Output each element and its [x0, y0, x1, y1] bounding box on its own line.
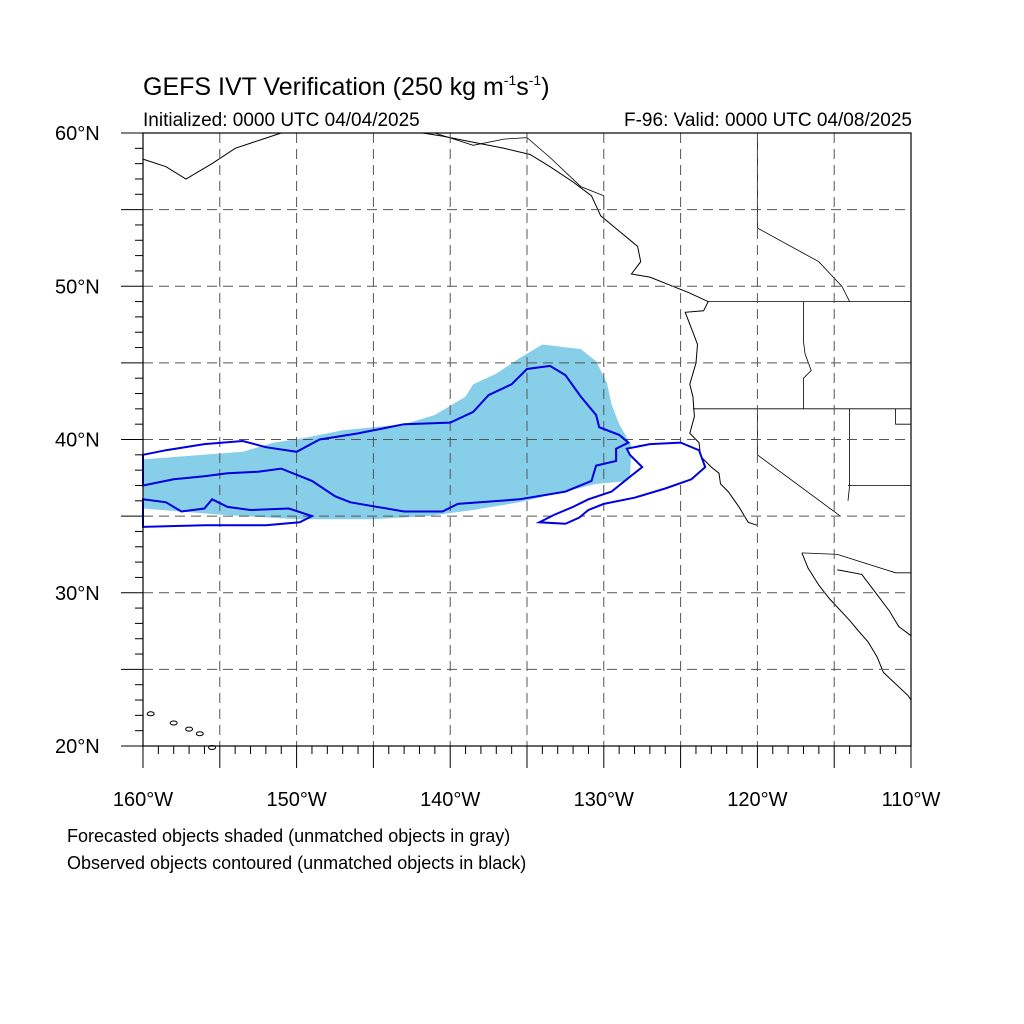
valid-time-label: F-96: Valid: 0000 UTC 04/08/2025: [624, 110, 912, 131]
political-border-10: [757, 133, 850, 302]
observed-object-1-inner-contour: [142, 498, 315, 528]
lon-label-150w: 150°W: [266, 789, 326, 811]
lat-label-20n: 20°N: [55, 736, 100, 758]
forecast-object-matched: [143, 344, 632, 520]
lon-label-140w: 140°W: [420, 789, 480, 811]
coastline-north-america: [422, 132, 758, 526]
latitude-labels: 60°N 50°N 40°N 30°N 20°N: [55, 123, 100, 758]
title-superscript-1: -1: [503, 72, 517, 88]
hawaii-island-0: [146, 711, 155, 717]
lon-label-110w: 110°W: [882, 789, 941, 811]
political-border-4: [803, 301, 806, 354]
lat-label-50n: 50°N: [55, 276, 100, 298]
observed-object-1-contour: [142, 364, 631, 513]
political-border-5: [803, 353, 812, 409]
longitude-labels: 160°W 150°W 140°W 130°W 120°W 110°W: [113, 789, 941, 811]
coastline-alaska: [142, 132, 282, 180]
hawaii-island-1: [169, 720, 178, 726]
lat-label-40n: 40°N: [55, 430, 100, 452]
observed-objects-layer: [142, 364, 707, 528]
title-text-units: s: [516, 73, 529, 101]
political-border-11: [434, 132, 605, 210]
lon-label-120w: 120°W: [727, 789, 787, 811]
coastline-mainland-mexico: [837, 569, 912, 637]
title-text: GEFS IVT Verification (250 kg m: [143, 73, 504, 101]
hawaii-island-3: [195, 731, 204, 737]
coastline-baja: [801, 552, 912, 701]
lon-label-130w: 130°W: [574, 789, 634, 811]
map-title: GEFS IVT Verification (250 kg m-1s-1): [143, 72, 550, 102]
political-border-7: [895, 408, 911, 425]
forecast-legend-note: Forecasted objects shaded (unmatched obj…: [67, 826, 511, 846]
title-superscript-2: -1: [528, 72, 542, 88]
axis-ticks-layer: [121, 132, 912, 768]
hawaii-island-2: [185, 726, 194, 732]
initialized-label: Initialized: 0000 UTC 04/04/2025: [143, 110, 420, 131]
lat-label-60n: 60°N: [55, 123, 100, 145]
political-border-2: [757, 408, 841, 517]
lon-label-160w: 160°W: [113, 789, 173, 811]
graticule-layer: [143, 133, 911, 746]
observed-legend-note: Observed objects contoured (unmatched ob…: [67, 853, 527, 873]
political-border-3: [801, 552, 911, 574]
forecast-objects-layer: [143, 344, 632, 520]
political-border-8: [847, 408, 850, 501]
lat-label-30n: 30°N: [55, 583, 100, 605]
title-text-end: ): [541, 73, 550, 101]
observed-object-2-contour: [535, 441, 707, 525]
